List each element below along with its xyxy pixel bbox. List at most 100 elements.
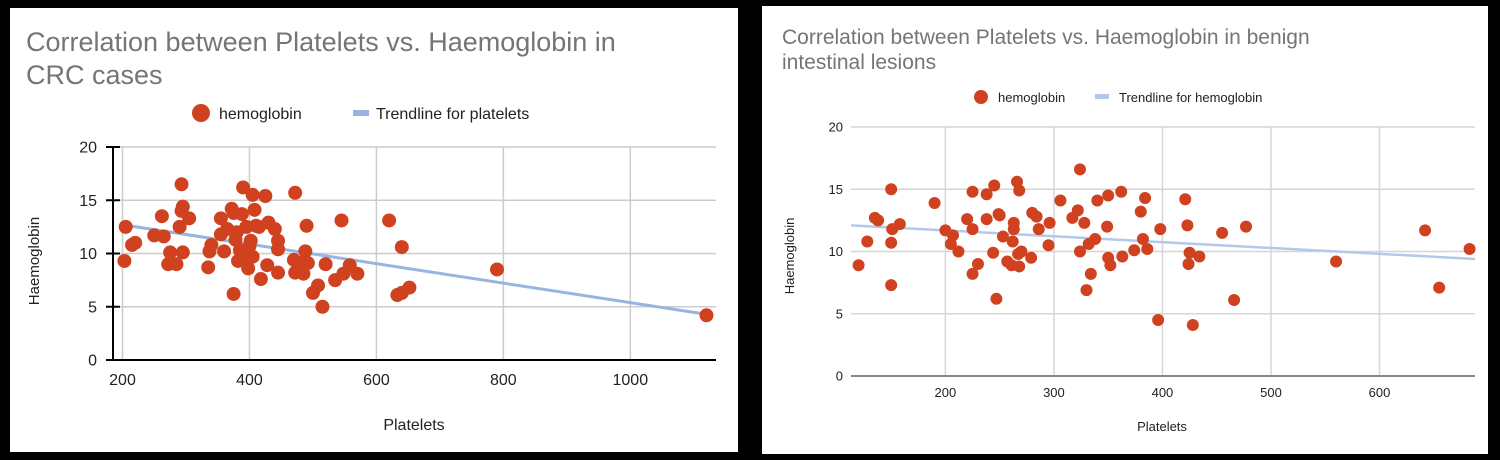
data-point	[990, 292, 1003, 305]
data-point	[1089, 233, 1102, 246]
data-point	[1228, 294, 1241, 307]
data-point	[1073, 245, 1086, 258]
data-point	[118, 219, 133, 234]
data-point	[117, 253, 132, 268]
data-point	[961, 213, 974, 226]
data-point	[1030, 210, 1043, 223]
data-point	[952, 245, 965, 258]
legend-label-trendline: Trendline for platelets	[376, 106, 529, 123]
data-point	[1128, 244, 1141, 257]
data-point	[271, 242, 286, 257]
x-tick-label: 200	[935, 385, 957, 400]
chart-title-line-2: CRC cases	[26, 60, 163, 90]
data-point	[156, 229, 171, 244]
data-point	[1433, 281, 1446, 294]
legend-marker-hemoglobin	[974, 90, 988, 104]
data-point	[1013, 260, 1026, 273]
data-point	[236, 180, 251, 195]
data-point	[1193, 250, 1206, 263]
data-point	[163, 245, 178, 260]
data-point	[204, 237, 219, 252]
data-point	[169, 257, 184, 272]
data-point	[1006, 235, 1019, 248]
data-point	[175, 245, 190, 260]
data-point	[128, 235, 143, 250]
chart-title-line-2: intestinal lesions	[782, 51, 936, 74]
x-tick-label: 300	[1043, 385, 1065, 400]
y-axis-title: Haemoglobin	[26, 217, 43, 305]
data-point	[267, 222, 282, 237]
data-point	[988, 179, 1001, 192]
data-point	[1080, 284, 1093, 297]
x-tick-label: 400	[236, 372, 263, 389]
data-point	[154, 209, 169, 224]
data-point	[1013, 184, 1026, 197]
data-point	[1007, 223, 1020, 236]
axes	[106, 146, 716, 361]
data-point	[300, 256, 315, 271]
data-point	[182, 211, 197, 226]
data-point	[245, 187, 260, 202]
data-point	[1419, 224, 1432, 237]
data-point	[271, 265, 286, 280]
data-point	[1043, 216, 1056, 229]
data-point	[893, 218, 906, 231]
data-point	[1134, 205, 1147, 218]
data-point	[1101, 220, 1114, 233]
x-axis-title: Platelets	[1137, 419, 1187, 434]
data-point	[382, 213, 397, 228]
data-point	[1025, 251, 1038, 264]
data-point	[288, 185, 303, 200]
data-point	[1240, 220, 1253, 233]
data-point	[1216, 226, 1229, 239]
data-point	[1154, 223, 1167, 236]
data-point	[213, 211, 228, 226]
data-point	[1330, 255, 1343, 268]
data-point	[334, 213, 349, 228]
data-point	[1032, 223, 1045, 236]
data-point	[260, 258, 275, 273]
data-point	[1054, 194, 1067, 207]
data-point	[1102, 189, 1115, 202]
data-point	[1091, 194, 1104, 207]
data-point	[1463, 243, 1476, 256]
data-point	[996, 230, 1009, 243]
legend-marker-trendline	[353, 110, 369, 116]
data-point	[172, 219, 187, 234]
data-point	[298, 244, 313, 259]
x-tick-label: 600	[1369, 385, 1391, 400]
data-point	[861, 235, 874, 248]
data-point	[1182, 257, 1195, 270]
data-point	[1181, 219, 1194, 232]
data-point	[394, 240, 409, 255]
data-point	[1179, 193, 1192, 206]
data-point	[885, 183, 898, 196]
chart-title-line-1: Correlation between Platelets vs. Haemog…	[26, 27, 616, 57]
tick-labels: 0 5 10 15 20 200 300 400 500 600	[829, 120, 1391, 400]
y-tick-label: 20	[79, 140, 97, 157]
y-tick-label: 15	[79, 193, 97, 210]
data-point	[872, 214, 885, 227]
x-axis-title: Platelets	[383, 417, 444, 434]
y-tick-label: 10	[79, 246, 97, 263]
tick-labels: 0 5 10 15 20 200 400 600 800 1000	[79, 140, 648, 389]
data-point	[296, 266, 311, 281]
y-tick-label: 10	[829, 244, 843, 259]
y-tick-label: 5	[88, 299, 97, 316]
legend-label-hemoglobin: hemoglobin	[219, 106, 302, 123]
data-point	[311, 278, 326, 293]
data-point	[299, 218, 314, 233]
data-point	[201, 260, 216, 275]
data-point	[1136, 233, 1149, 246]
x-tick-label: 800	[490, 372, 517, 389]
data-points	[852, 163, 1476, 331]
data-point	[1071, 204, 1084, 217]
data-point	[402, 280, 417, 295]
x-tick-label: 200	[109, 372, 136, 389]
x-tick-label: 1000	[613, 372, 649, 389]
data-point	[226, 286, 241, 301]
data-point	[253, 272, 268, 287]
data-point	[699, 308, 714, 323]
data-point	[928, 196, 941, 209]
x-tick-label: 500	[1260, 385, 1282, 400]
